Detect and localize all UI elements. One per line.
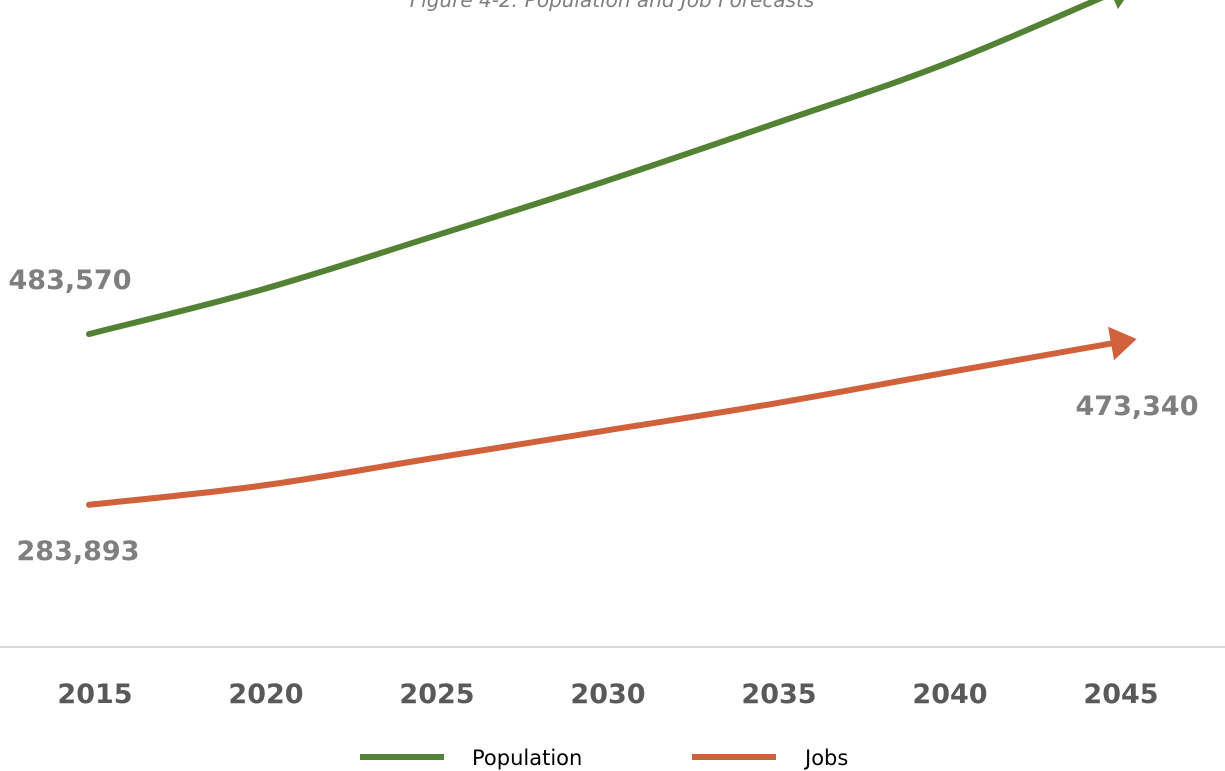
x-axis-ticks: 2015 2020 2025 2030 2035 2040 2045	[57, 679, 1158, 710]
x-tick-label-2025: 2025	[399, 679, 474, 710]
x-tick-label-2015: 2015	[57, 679, 132, 710]
x-tick-label-2020: 2020	[228, 679, 303, 710]
series-population	[86, 0, 1125, 338]
x-tick-label-2040: 2040	[912, 679, 987, 710]
chart-title: Figure 4-2: Population and Job Forecasts	[410, 0, 815, 12]
data-label-jobs-last: 473,340	[1076, 391, 1199, 422]
x-tick-label-2030: 2030	[570, 679, 645, 710]
data-label-population-first: 483,570	[9, 265, 132, 296]
legend-label-jobs: Jobs	[803, 746, 848, 770]
x-tick-label-2035: 2035	[741, 679, 816, 710]
data-label-jobs-first: 283,893	[17, 536, 140, 567]
series-layer	[86, 0, 1137, 508]
series-arrowhead-population	[1114, 0, 1125, 10]
legend-item-population: Population	[360, 746, 582, 770]
legend: Population Jobs	[360, 746, 848, 770]
series-arrowhead-jobs	[1108, 326, 1137, 361]
series-line-population	[86, 0, 1104, 338]
legend-label-population: Population	[472, 746, 582, 770]
series-jobs	[86, 326, 1137, 508]
series-line-jobs	[86, 340, 1117, 508]
legend-item-jobs: Jobs	[692, 746, 848, 770]
x-tick-label-2045: 2045	[1083, 679, 1158, 710]
